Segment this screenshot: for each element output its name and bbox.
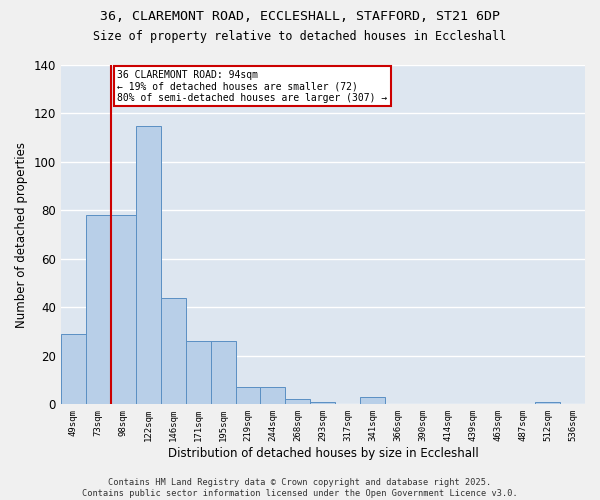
Bar [211, 342, 236, 404]
Text: Size of property relative to detached houses in Eccleshall: Size of property relative to detached ho… [94, 30, 506, 43]
Bar [286, 400, 310, 404]
X-axis label: Distribution of detached houses by size in Eccleshall: Distribution of detached houses by size … [167, 447, 478, 460]
Bar [361, 397, 385, 404]
Bar [136, 126, 161, 404]
Bar [185, 342, 211, 404]
Bar [310, 402, 335, 404]
Bar [161, 298, 185, 405]
Text: 36 CLAREMONT ROAD: 94sqm
← 19% of detached houses are smaller (72)
80% of semi-d: 36 CLAREMONT ROAD: 94sqm ← 19% of detach… [117, 70, 387, 103]
Bar [111, 216, 136, 404]
Bar [86, 216, 111, 404]
Bar [61, 334, 86, 404]
Y-axis label: Number of detached properties: Number of detached properties [15, 142, 28, 328]
Bar [260, 388, 286, 404]
Text: Contains HM Land Registry data © Crown copyright and database right 2025.
Contai: Contains HM Land Registry data © Crown c… [82, 478, 518, 498]
Bar [535, 402, 560, 404]
Bar [236, 388, 260, 404]
Text: 36, CLAREMONT ROAD, ECCLESHALL, STAFFORD, ST21 6DP: 36, CLAREMONT ROAD, ECCLESHALL, STAFFORD… [100, 10, 500, 23]
